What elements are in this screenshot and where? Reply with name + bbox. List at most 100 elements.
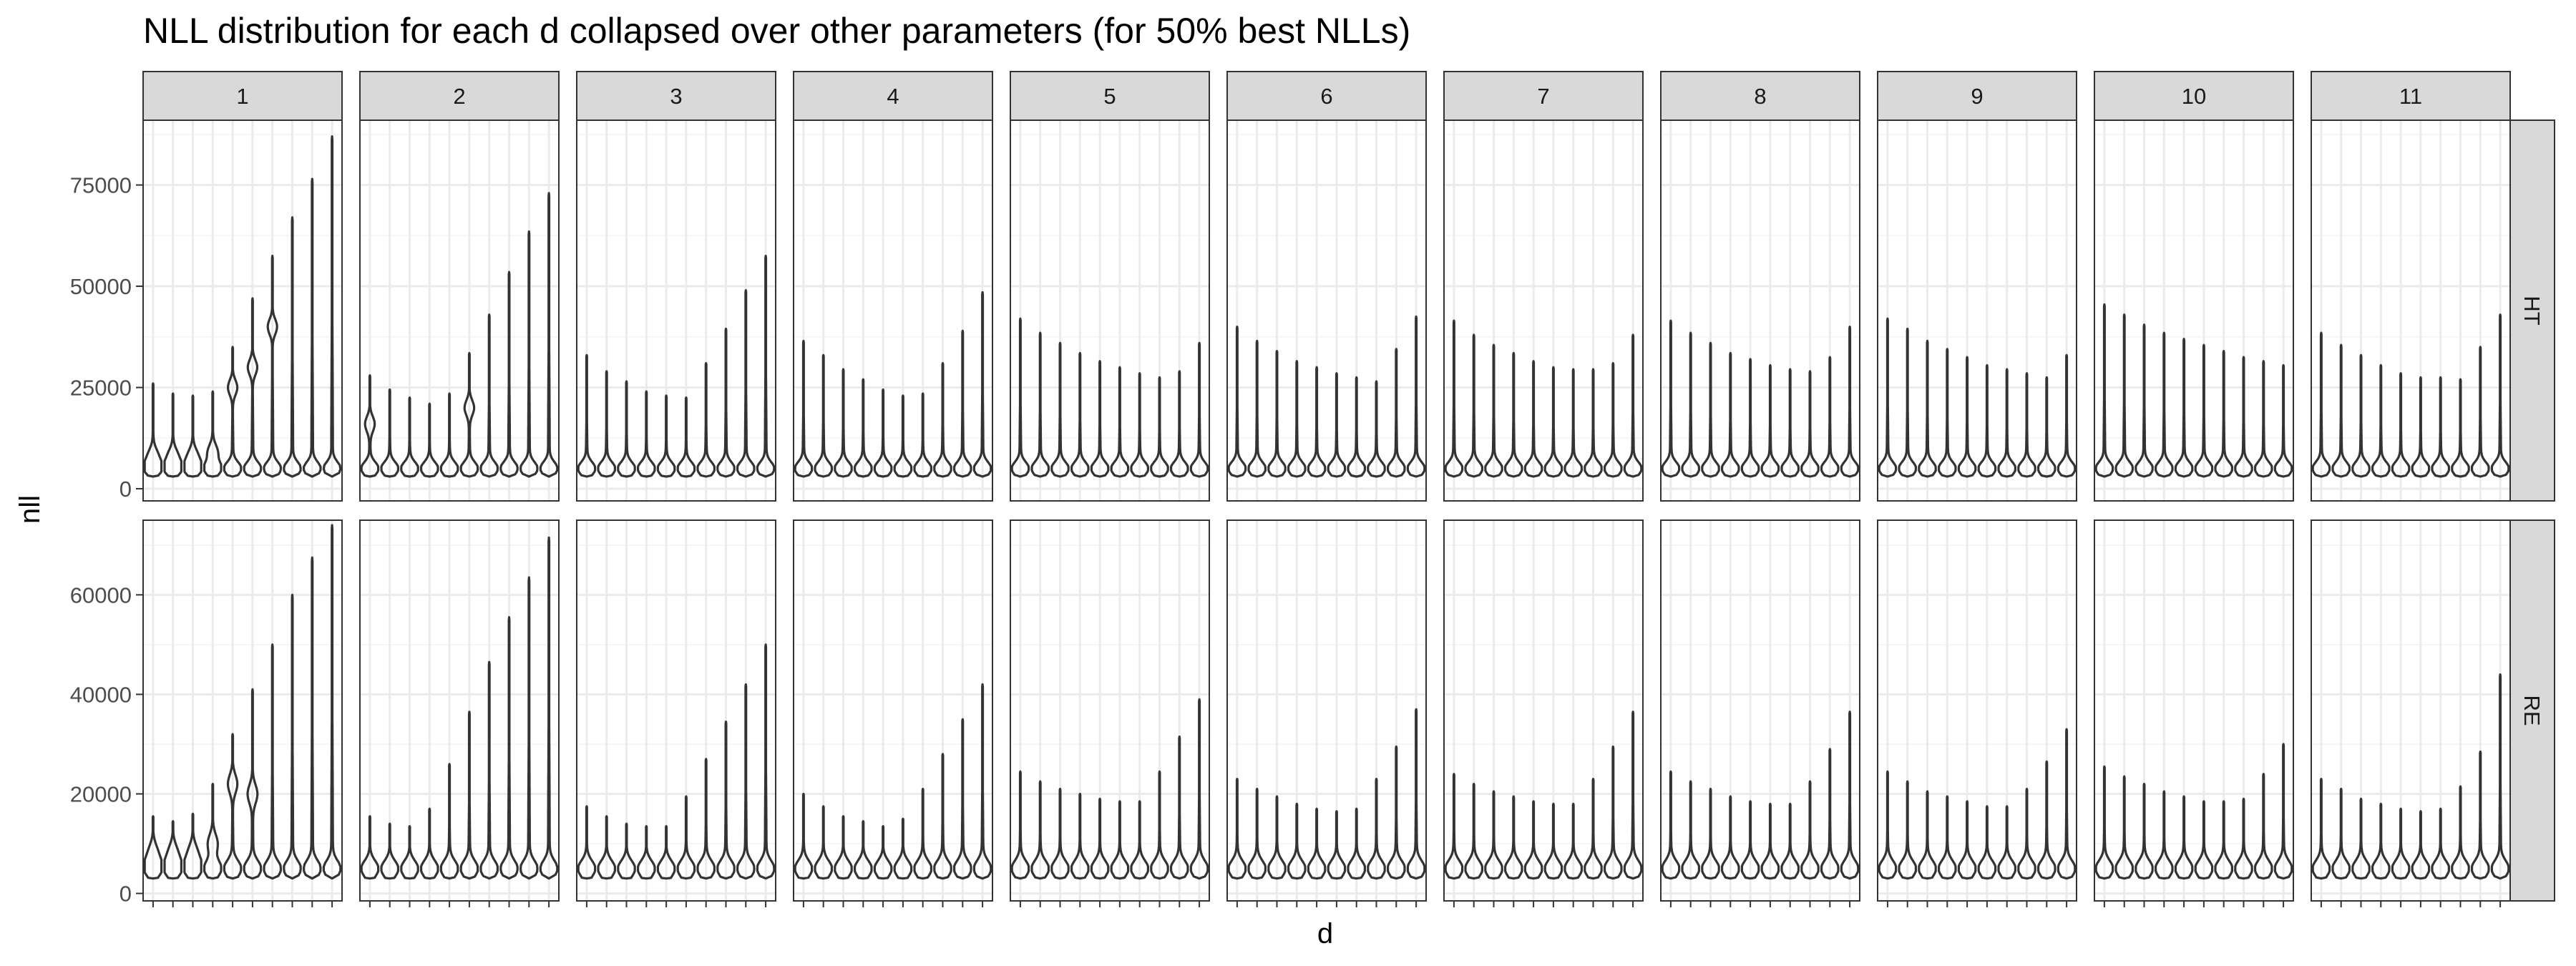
panel-border [1443, 119, 1644, 502]
violin [2214, 350, 2233, 478]
violin [873, 388, 893, 478]
violin [2194, 343, 2214, 478]
violin [577, 805, 597, 880]
violin [1504, 351, 1523, 478]
violin [1820, 748, 1840, 880]
panel-border [576, 119, 776, 502]
violin [223, 733, 243, 880]
violin [1070, 351, 1090, 478]
violin [953, 718, 972, 880]
panel-background [360, 520, 559, 901]
facet-strip-d-6 [1226, 71, 1427, 121]
panel-border [1226, 519, 1427, 902]
x-axis-title: d [1317, 918, 1333, 950]
violin [1347, 376, 1366, 478]
panel-background [1010, 120, 1209, 501]
violin [716, 721, 736, 880]
facet-strip-label: RE [2519, 695, 2545, 726]
violin [1130, 372, 1149, 478]
violin [439, 392, 459, 478]
facet-strip-label: 6 [1320, 84, 1332, 109]
violin [834, 368, 853, 478]
violin [716, 327, 736, 478]
violin [696, 758, 716, 880]
violin [1189, 698, 1209, 880]
facet-strip-label: 7 [1537, 84, 1549, 109]
panel-HT-d-6 [1226, 119, 1427, 502]
panel-HT-d-2 [359, 119, 560, 502]
violin [1170, 735, 1189, 880]
violin [1543, 366, 1563, 478]
violin [1387, 745, 1406, 880]
violin [1760, 364, 1780, 478]
panel-HT-d-7 [1443, 119, 1644, 502]
violin [2057, 728, 2077, 880]
violin [1604, 362, 1623, 478]
violin [676, 396, 696, 478]
panel-border [576, 519, 776, 902]
violin [1760, 802, 1780, 880]
violin [203, 783, 223, 880]
panel-background [1227, 120, 1426, 501]
violin [1623, 333, 1643, 478]
violin [1387, 348, 1406, 478]
y-tick-label: 40000 [70, 682, 132, 707]
violin [303, 177, 322, 478]
panel-RE-d-10 [2094, 519, 2294, 907]
violin [1543, 802, 1563, 880]
violin [1090, 797, 1110, 880]
violin [2057, 353, 2077, 478]
panel-background [1227, 520, 1426, 901]
panel-background [360, 120, 559, 501]
panel-RE-d-3 [576, 519, 776, 907]
violin [459, 351, 479, 478]
violin [2351, 797, 2371, 880]
facet-strip-label: 8 [1754, 84, 1766, 109]
violin [1740, 358, 1760, 478]
violin [617, 822, 636, 880]
violin [183, 394, 203, 478]
violin [1721, 351, 1740, 478]
violin [1327, 810, 1347, 880]
violin [2234, 356, 2253, 478]
violin [1800, 780, 1820, 880]
violin [873, 825, 893, 880]
panel-background [2311, 120, 2510, 501]
violin [913, 392, 932, 478]
violin [1661, 319, 1681, 478]
panel-background [143, 520, 342, 901]
violin [2411, 376, 2431, 478]
violin [617, 380, 636, 478]
violin [597, 815, 616, 880]
y-tick-label: 0 [119, 882, 132, 907]
violin [2135, 783, 2154, 880]
panel-border [1010, 519, 1210, 902]
violin [1347, 807, 1366, 880]
violin [459, 711, 479, 880]
facet-strip-d-11 [2311, 71, 2511, 121]
violin [1840, 326, 1860, 478]
violin [1780, 368, 1800, 478]
violin [380, 388, 399, 478]
panel-background [2311, 520, 2510, 901]
facet-strip-d-8 [1660, 71, 1860, 121]
violin [499, 270, 519, 478]
panel-background [577, 120, 776, 501]
violin [1247, 787, 1267, 880]
y-axis-title: nll [14, 495, 46, 524]
violin [1247, 339, 1267, 478]
violin [1030, 780, 1050, 880]
violin [1523, 800, 1543, 880]
violin [1938, 795, 1957, 880]
facet-strip-label: HT [2519, 296, 2545, 325]
violin [2254, 773, 2273, 880]
violin [243, 297, 263, 478]
violin [380, 822, 399, 880]
violin [577, 353, 597, 478]
panel-RE-d-11 [2311, 519, 2511, 907]
violin [479, 660, 499, 880]
panel-border [793, 519, 993, 902]
violin [143, 382, 163, 478]
violin [2114, 313, 2134, 478]
